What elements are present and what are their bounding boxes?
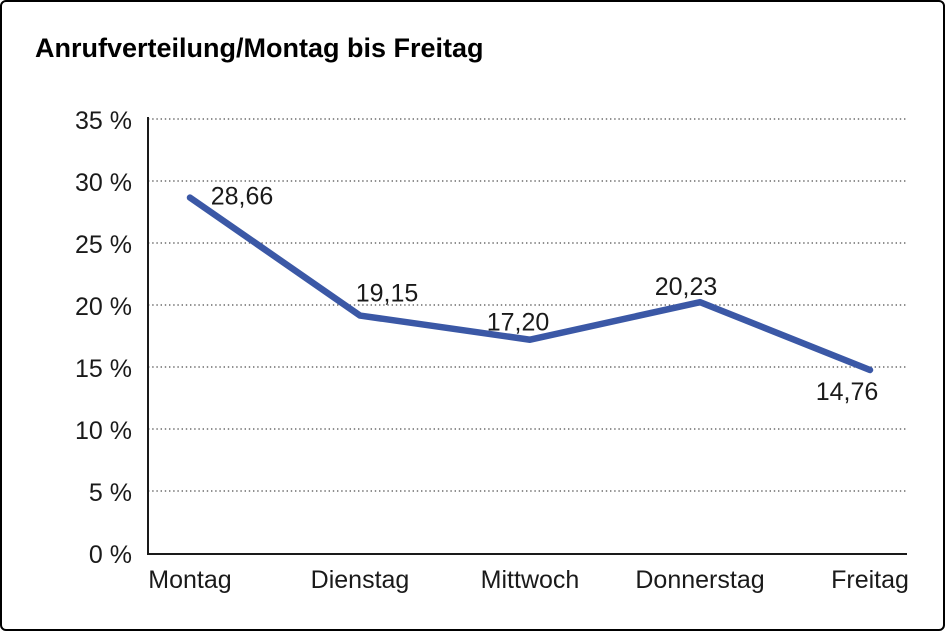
y-tick-label: 15 % — [75, 355, 132, 383]
y-tick-label: 35 % — [75, 107, 132, 135]
data-point-label: 19,15 — [356, 280, 419, 308]
y-tick-label: 5 % — [89, 479, 132, 507]
x-category-label: Dienstag — [311, 566, 410, 594]
y-tick-label: 10 % — [75, 417, 132, 445]
x-category-label: Donnerstag — [635, 566, 764, 594]
series-line — [186, 194, 874, 374]
x-category-label: Montag — [148, 566, 231, 594]
data-point-label: 17,20 — [487, 309, 550, 337]
data-point-label: 14,76 — [816, 378, 879, 406]
y-tick-label: 25 % — [75, 231, 132, 259]
chart-title: Anrufverteilung/Montag bis Freitag — [35, 33, 484, 63]
data-point-label: 28,66 — [211, 183, 274, 211]
x-category-label: Freitag — [831, 566, 909, 594]
y-tick-label: 20 % — [75, 293, 132, 321]
y-tick-label: 0 % — [89, 541, 132, 569]
x-category-label: Mittwoch — [481, 566, 580, 594]
data-point-label: 20,23 — [655, 273, 718, 301]
y-tick-label: 30 % — [75, 169, 132, 197]
